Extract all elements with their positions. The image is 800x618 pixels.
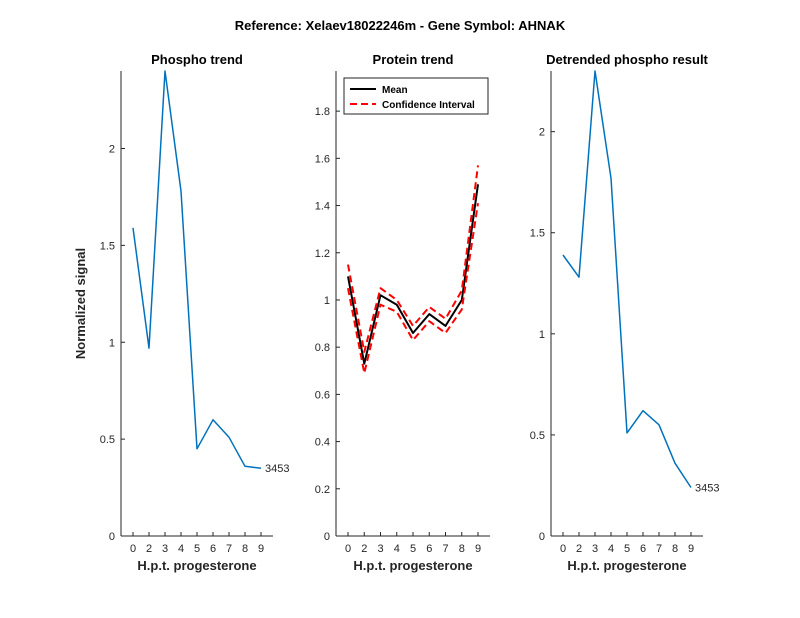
x-tick-label: 3 — [162, 543, 168, 555]
x-tick-label: 0 — [130, 543, 136, 555]
x-axis-label: H.p.t. progesterone — [353, 558, 472, 573]
panel-title: Phospho trend — [151, 52, 243, 67]
x-tick-label: 3 — [377, 543, 383, 555]
x-axis-label: H.p.t. progesterone — [567, 558, 686, 573]
x-tick-label: 8 — [459, 543, 465, 555]
panel-title: Detrended phospho result — [546, 52, 708, 67]
legend-label: Confidence Interval — [382, 100, 475, 111]
x-tick-label: 4 — [394, 543, 400, 555]
protein-trend-panel: 00.20.40.60.811.21.41.61.80 2 3 4 5 6 7 8 9Prote… — [315, 52, 490, 573]
x-tick-label: 9 — [475, 543, 481, 555]
x-tick-label: 0 — [345, 543, 351, 555]
y-tick-label: 0.8 — [315, 342, 330, 354]
x-tick-label: 0 — [560, 543, 566, 555]
y-tick-label: 0.5 — [100, 434, 115, 446]
y-tick-label: 0.5 — [530, 430, 545, 442]
series-line-0 — [562, 70, 692, 488]
y-tick-label: 2 — [109, 144, 115, 156]
y-tick-label: 1.5 — [530, 228, 545, 240]
x-tick-label: 7 — [442, 543, 448, 555]
y-tick-label: 1.4 — [315, 201, 330, 213]
y-tick-label: 2 — [539, 127, 545, 139]
y-tick-label: 0.4 — [315, 437, 330, 449]
x-tick-label: 7 — [656, 543, 662, 555]
x-tick-label: 5 — [194, 543, 200, 555]
y-tick-label: 0.6 — [315, 389, 330, 401]
y-tick-label: 1 — [324, 295, 330, 307]
y-tick-label: 1.8 — [315, 106, 330, 118]
plot-area — [121, 71, 273, 536]
x-tick-label: 4 — [178, 543, 184, 555]
x-tick-label: 5 — [624, 543, 630, 555]
x-tick-label: 2 — [361, 543, 367, 555]
series-end-label: 3453 — [265, 463, 289, 475]
y-tick-label: 1 — [539, 329, 545, 341]
series-line-0 — [132, 70, 262, 469]
series-end-label: 3453 — [695, 482, 719, 494]
panel-title: Protein trend — [373, 52, 454, 67]
x-tick-label: 7 — [226, 543, 232, 555]
plot-area — [551, 71, 703, 536]
y-tick-label: 0 — [324, 531, 330, 543]
x-tick-label: 8 — [242, 543, 248, 555]
figure-suptitle: Reference: Xelaev18022246m - Gene Symbol… — [235, 18, 566, 33]
legend-box — [343, 77, 489, 115]
y-tick-label: 1.2 — [315, 248, 330, 260]
x-tick-label: 2 — [576, 543, 582, 555]
y-tick-label: 0 — [109, 531, 115, 543]
legend-label: Mean — [382, 85, 408, 96]
x-tick-label: 9 — [258, 543, 264, 555]
y-axis-label: Normalized signal — [73, 248, 88, 359]
series-line-1 — [347, 165, 479, 353]
y-tick-label: 0 — [539, 531, 545, 543]
y-tick-label: 1.5 — [100, 240, 115, 252]
x-tick-label: 6 — [210, 543, 216, 555]
x-tick-label: 2 — [146, 543, 152, 555]
x-tick-label: 8 — [672, 543, 678, 555]
y-tick-label: 1 — [109, 337, 115, 349]
y-tick-label: 1.6 — [315, 153, 330, 165]
y-tick-label: 0.2 — [315, 484, 330, 496]
x-tick-label: 4 — [608, 543, 614, 555]
x-tick-label: 3 — [592, 543, 598, 555]
plot-area — [336, 71, 490, 536]
x-tick-label: 9 — [688, 543, 694, 555]
x-tick-label: 5 — [410, 543, 416, 555]
series-line-0 — [347, 184, 479, 365]
x-tick-label: 6 — [426, 543, 432, 555]
x-tick-label: 6 — [640, 543, 646, 555]
x-axis-label: H.p.t. progesterone — [137, 558, 256, 573]
